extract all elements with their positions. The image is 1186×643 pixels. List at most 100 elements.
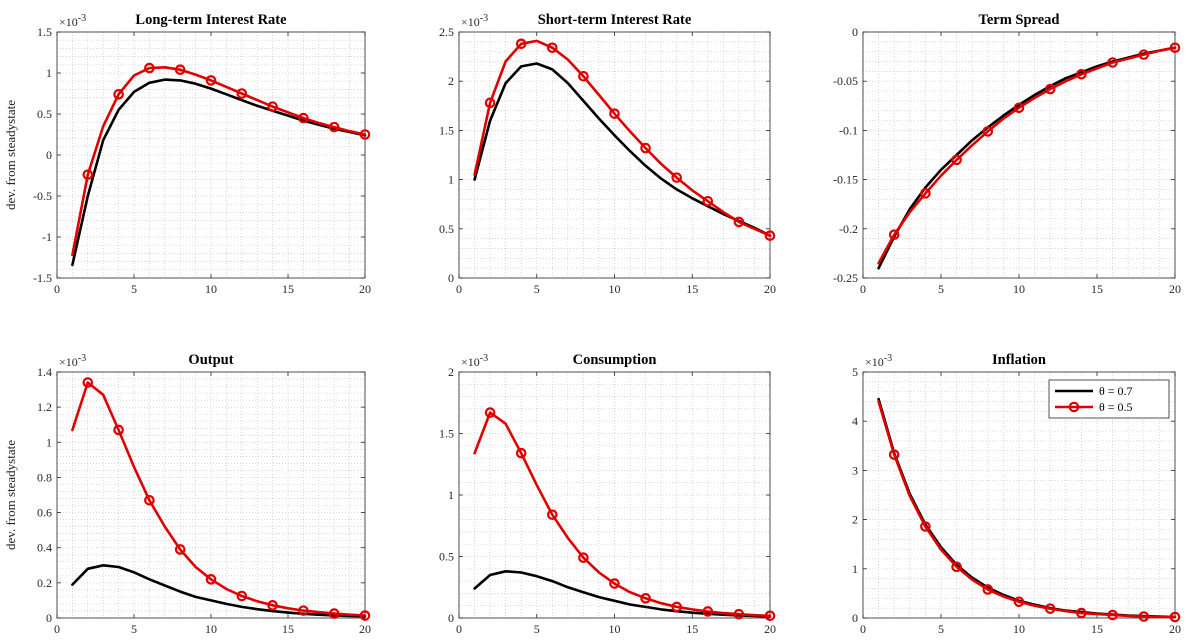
data-point-marker [702, 606, 714, 617]
y-tick-label: 0 [46, 148, 52, 162]
data-point-marker [236, 88, 248, 99]
data-point-marker [174, 544, 186, 555]
data-point-marker [764, 610, 776, 622]
data-point-marker [920, 521, 931, 532]
data-point-marker [1076, 69, 1087, 80]
y-tick-label: 4 [852, 414, 858, 428]
data-point-marker [515, 447, 527, 459]
x-tick-label: 0 [456, 282, 462, 296]
data-point-marker [1013, 596, 1025, 608]
y-tick-label: 0.6 [37, 506, 52, 520]
data-point-marker [359, 610, 371, 621]
data-point-marker [1044, 603, 1056, 614]
data-point-marker [82, 169, 94, 180]
series-line-1 [473, 62, 772, 237]
x-tick-label: 10 [1013, 622, 1025, 636]
y-tick-label: 0.4 [37, 541, 52, 555]
data-point-marker [298, 112, 309, 124]
x-tick-label: 0 [860, 622, 866, 636]
chart-title: Short-term Interest Rate [538, 12, 692, 28]
y-tick-label: -0.25 [833, 271, 858, 285]
y-tick-label: -0.05 [833, 74, 858, 88]
y-tick-label: 1 [46, 435, 52, 449]
data-point-marker [236, 590, 248, 602]
data-point-marker [484, 97, 496, 109]
x-tick-label: 15 [1091, 282, 1103, 296]
y-axis-label: dev. from steadystate [3, 440, 18, 550]
chart-panel-1: 0 5 10 15 20 -1.5 -1 -0.5 0 0.5 1 1.5 ×10-3 Long-term… [3, 12, 371, 296]
series-line-2 [71, 381, 367, 617]
data-point-marker [1013, 102, 1025, 114]
exponent-label: ×10-3 [59, 353, 86, 369]
y-tick-label: 0.5 [439, 222, 454, 236]
x-tick-label: 5 [534, 282, 540, 296]
data-point-marker [1107, 609, 1118, 621]
data-point-marker [1044, 83, 1056, 95]
y-tick-label: 1.4 [37, 365, 52, 379]
data-point-marker [359, 129, 371, 140]
x-tick-label: 5 [938, 282, 944, 296]
x-tick-label: 20 [764, 622, 776, 636]
data-point-marker [1138, 611, 1150, 622]
data-point-marker [298, 605, 309, 616]
y-tick-label: 2 [448, 74, 454, 88]
data-point-marker [267, 101, 278, 112]
data-point-marker [267, 600, 278, 611]
legend-box [1048, 379, 1170, 419]
data-point-marker [578, 70, 589, 82]
x-tick-label: 10 [609, 622, 621, 636]
data-point-marker [1169, 611, 1181, 623]
chart-title: Term Spread [979, 12, 1060, 28]
data-point-marker [328, 121, 340, 133]
legend-marker [1068, 401, 1080, 413]
data-point-marker [982, 584, 994, 595]
data-point-marker [640, 593, 651, 604]
chart-title: Inflation [992, 352, 1046, 368]
data-point-marker [328, 608, 340, 619]
y-tick-label: 1 [448, 488, 454, 502]
x-tick-label: 10 [609, 282, 621, 296]
x-tick-label: 10 [205, 622, 217, 636]
x-tick-label: 5 [131, 282, 137, 296]
data-point-marker [205, 75, 217, 86]
chart-panel-5: 0 5 10 15 20 0 0.5 1 1.5 2 ×10-3 Consumption [439, 352, 776, 636]
exponent-label: ×10-3 [461, 353, 488, 369]
y-tick-label: 1.2 [37, 400, 52, 414]
data-point-marker [764, 230, 776, 241]
exponent-power: -3 [480, 13, 488, 24]
x-tick-label: 5 [534, 622, 540, 636]
y-tick-label: 5 [852, 365, 858, 379]
x-tick-label: 20 [1169, 622, 1181, 636]
data-point-marker [174, 64, 186, 76]
data-point-marker [1138, 49, 1150, 60]
data-point-marker [982, 126, 994, 137]
data-point-marker [484, 407, 496, 418]
chart-title: Consumption [573, 352, 657, 368]
data-point-marker [113, 424, 124, 436]
x-tick-label: 0 [54, 282, 60, 296]
exponent-label: ×10-3 [865, 353, 892, 369]
data-point-marker [888, 449, 900, 460]
y-tick-label: 0 [448, 271, 454, 285]
y-tick-label: -0.2 [839, 222, 858, 236]
y-tick-label: 1.5 [439, 123, 454, 137]
data-point-marker [733, 608, 745, 620]
data-point-marker [702, 195, 714, 207]
x-tick-label: 5 [131, 622, 137, 636]
x-tick-label: 15 [686, 282, 698, 296]
y-tick-label: 1.5 [37, 25, 52, 39]
y-tick-label: 3 [852, 463, 858, 477]
data-point-marker [671, 601, 682, 613]
y-tick-label: 2 [448, 365, 454, 379]
series-line-1 [473, 569, 772, 618]
x-tick-label: 20 [359, 622, 371, 636]
x-tick-label: 0 [456, 622, 462, 636]
x-tick-label: 20 [764, 282, 776, 296]
legend-label: θ = 0.5 [1099, 400, 1133, 414]
legend-label: θ = 0.7 [1099, 384, 1133, 398]
data-point-marker [205, 574, 217, 585]
y-tick-label: 2.5 [439, 25, 454, 39]
data-point-marker [546, 509, 558, 520]
y-tick-label: 0.8 [37, 470, 52, 484]
data-point-marker [671, 172, 682, 183]
